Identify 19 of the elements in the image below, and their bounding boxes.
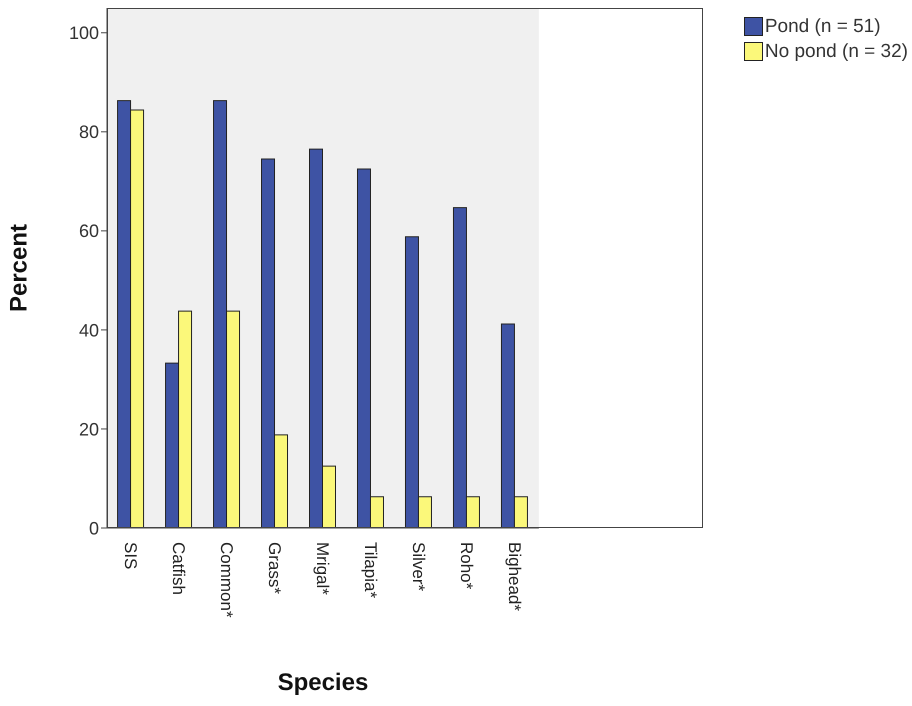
y-tick-label: 100 — [68, 23, 99, 44]
x-tick-label: Tilapia* — [360, 542, 380, 598]
x-tick-label: Bighead* — [504, 542, 524, 612]
y-tick-label: 80 — [78, 122, 99, 142]
x-tick-label: Catfish — [169, 542, 188, 595]
y-tick-label: 60 — [78, 221, 99, 242]
legend-label: No pond (n = 32) — [764, 40, 908, 62]
y-tick-label: 40 — [78, 320, 99, 340]
x-tick-label: Common* — [217, 542, 236, 618]
y-tick-label: 20 — [78, 419, 99, 440]
x-tick-label: SIS — [121, 542, 140, 570]
x-tick-label: Roho* — [456, 542, 476, 590]
x-tick-label: Silver* — [408, 542, 428, 592]
x-tick-label: Grass* — [265, 542, 284, 594]
y-tick-label: 0 — [88, 518, 99, 538]
x-axis-title: Species — [278, 669, 368, 696]
legend-label: Pond (n = 51) — [764, 16, 881, 38]
x-tick-label: Mrigal* — [312, 542, 332, 596]
y-axis-title: Percent — [6, 224, 33, 312]
